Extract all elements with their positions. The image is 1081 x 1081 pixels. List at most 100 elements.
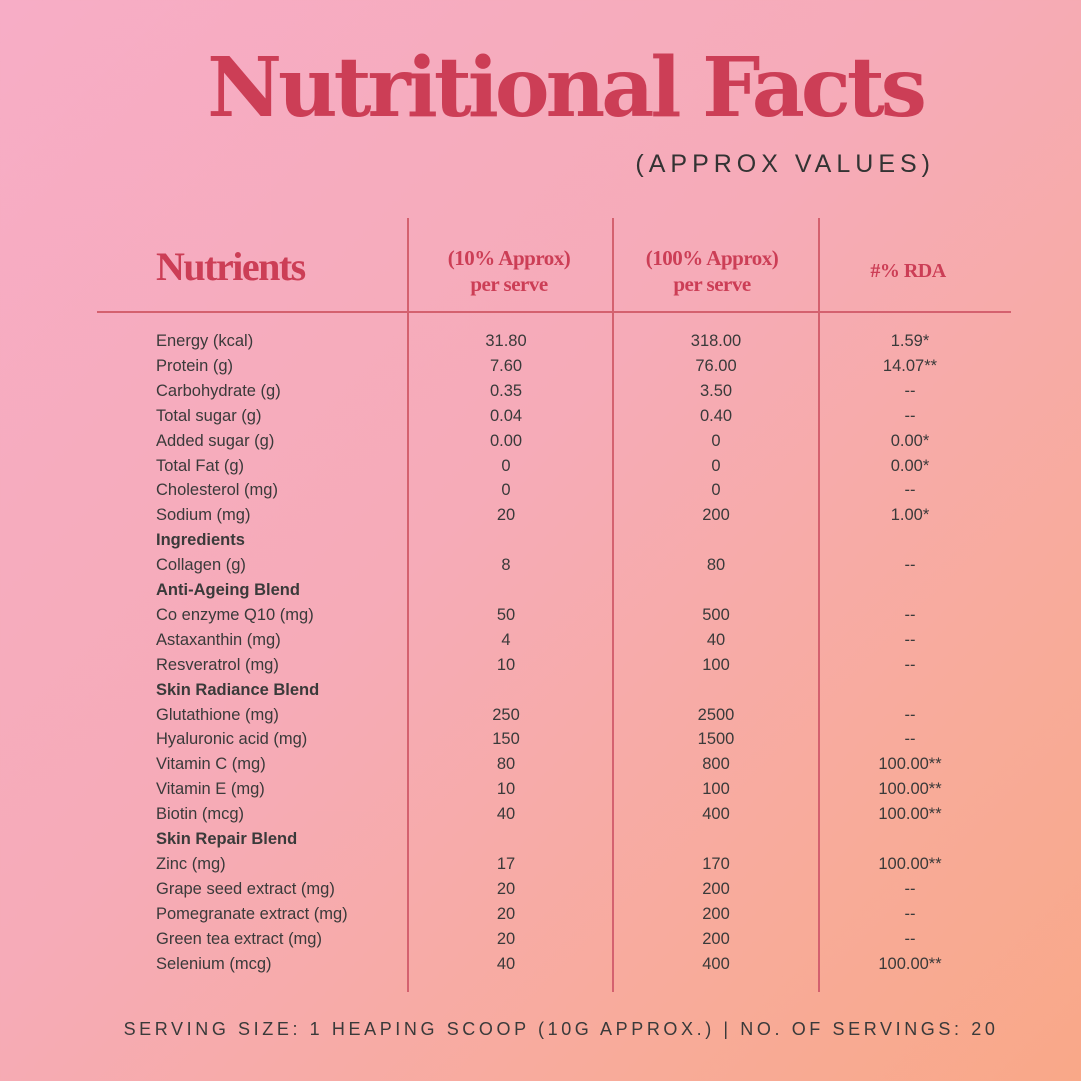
table-row: Vitamin E (mg) 10 100 100.00** bbox=[0, 780, 1081, 805]
value-10-percent: 0.35 bbox=[489, 381, 523, 400]
nutrient-name: Glutathione (mg) bbox=[156, 705, 279, 724]
value-100-percent: 800 bbox=[702, 755, 730, 774]
value-10-percent: 20 bbox=[496, 506, 516, 525]
nutrient-name: Added sugar (g) bbox=[156, 431, 275, 450]
header-nutrients: Nutrients bbox=[156, 244, 306, 289]
value-100-percent: 500 bbox=[702, 605, 730, 624]
table-row: Vitamin C (mg) 80 800 100.00** bbox=[0, 755, 1081, 780]
nutrient-name: Anti-Ageing Blend bbox=[156, 581, 300, 599]
nutrient-name: Energy (kcal) bbox=[156, 332, 254, 350]
value-10-percent: 250 bbox=[492, 705, 520, 724]
value-10-percent: 10 bbox=[496, 780, 516, 799]
value-10-percent: 7.60 bbox=[489, 356, 523, 375]
rda-value: -- bbox=[904, 879, 916, 898]
nutrient-name: Grape seed extract (mg) bbox=[156, 879, 335, 898]
rda-value: 14.07** bbox=[882, 356, 938, 375]
value-100-percent: 2500 bbox=[697, 705, 735, 724]
nutrient-name: Total Fat (g) bbox=[156, 456, 245, 475]
table-row: Glutathione (mg) 250 2500 -- bbox=[0, 706, 1081, 731]
rda-value: 100.00** bbox=[878, 755, 942, 774]
table-row: Cholesterol (mg) 0 0 -- bbox=[0, 481, 1081, 506]
nutrient-name: Cholesterol (mg) bbox=[156, 481, 278, 500]
table-row: Energy (kcal) 31.80 318.00 1.59* bbox=[0, 332, 1081, 357]
rda-value: -- bbox=[904, 705, 916, 724]
value-10-percent: 20 bbox=[496, 879, 516, 898]
rda-value: -- bbox=[904, 655, 916, 674]
nutrient-name: Resveratrol (mg) bbox=[156, 655, 279, 674]
nutrient-name: Vitamin C (mg) bbox=[156, 755, 266, 774]
value-10-percent: 80 bbox=[496, 755, 516, 774]
rda-value: -- bbox=[904, 605, 916, 624]
page-subtitle: (APPROX VALUES) bbox=[635, 150, 935, 178]
value-10-percent: 0 bbox=[501, 481, 511, 500]
table-row: Zinc (mg) 17 170 100.00** bbox=[0, 855, 1081, 880]
section-heading-row: Skin Radiance Blend bbox=[0, 681, 1081, 706]
value-100-percent: 100 bbox=[702, 780, 730, 799]
value-100-percent: 200 bbox=[702, 506, 730, 525]
table-row: Carbohydrate (g) 0.35 3.50 -- bbox=[0, 382, 1081, 407]
table-row: Green tea extract (mg) 20 200 -- bbox=[0, 930, 1081, 955]
value-100-percent: 400 bbox=[702, 954, 730, 973]
rda-value: -- bbox=[904, 929, 916, 948]
table-row: Hyaluronic acid (mg) 150 1500 -- bbox=[0, 730, 1081, 755]
nutrient-name: Protein (g) bbox=[156, 356, 234, 375]
value-100-percent: 318.00 bbox=[690, 332, 742, 350]
value-100-percent: 170 bbox=[702, 854, 730, 873]
nutrient-name: Skin Repair Blend bbox=[156, 830, 298, 848]
rda-value: -- bbox=[904, 481, 916, 500]
rda-value: 100.00** bbox=[878, 805, 942, 824]
header-rda: #% RDA bbox=[870, 260, 946, 282]
value-10-percent: 8 bbox=[501, 556, 511, 575]
nutrient-name: Total sugar (g) bbox=[156, 406, 262, 425]
value-100-percent: 80 bbox=[706, 556, 726, 575]
value-100-percent: 0.40 bbox=[699, 406, 733, 425]
column-divider bbox=[818, 218, 820, 992]
table-row: Total sugar (g) 0.04 0.40 -- bbox=[0, 407, 1081, 432]
column-divider bbox=[612, 218, 614, 992]
value-100-percent: 0 bbox=[711, 456, 721, 475]
nutrient-name: Co enzyme Q10 (mg) bbox=[156, 605, 314, 624]
value-100-percent: 76.00 bbox=[695, 356, 737, 375]
nutrient-name: Green tea extract (mg) bbox=[156, 929, 322, 948]
rda-value: -- bbox=[904, 904, 916, 923]
header-divider bbox=[97, 311, 1011, 313]
rda-value: -- bbox=[904, 556, 916, 575]
table-row: Selenium (mcg) 40 400 100.00** bbox=[0, 955, 1081, 980]
value-100-percent: 200 bbox=[702, 929, 730, 948]
value-100-percent: 100 bbox=[702, 655, 730, 674]
nutrient-name: Carbohydrate (g) bbox=[156, 381, 281, 400]
rda-value: -- bbox=[904, 381, 916, 400]
header-line: (10% Approx) bbox=[447, 246, 571, 270]
value-100-percent: 1500 bbox=[697, 730, 735, 749]
value-100-percent: 40 bbox=[706, 630, 726, 649]
rda-value: 0.00* bbox=[890, 456, 930, 475]
header-per-serve-100: (100% Approx) per serve bbox=[612, 245, 812, 297]
rda-value: -- bbox=[904, 630, 916, 649]
nutrient-name: Hyaluronic acid (mg) bbox=[156, 730, 308, 749]
table-row: Sodium (mg) 20 200 1.00* bbox=[0, 506, 1081, 531]
value-10-percent: 150 bbox=[492, 730, 520, 749]
rda-value: 1.00* bbox=[890, 506, 930, 525]
rda-value: 100.00** bbox=[878, 954, 942, 973]
table-row: Total Fat (g) 0 0 0.00* bbox=[0, 457, 1081, 482]
rda-value: 100.00** bbox=[878, 854, 942, 873]
section-heading-row: Skin Repair Blend bbox=[0, 830, 1081, 855]
rda-value: -- bbox=[904, 730, 916, 749]
nutrient-name: Collagen (g) bbox=[156, 556, 246, 575]
nutrient-name: Skin Radiance Blend bbox=[156, 680, 320, 699]
value-10-percent: 50 bbox=[496, 605, 516, 624]
table-row: Astaxanthin (mg) 4 40 -- bbox=[0, 631, 1081, 656]
nutrient-name: Vitamin E (mg) bbox=[156, 780, 265, 799]
nutrient-name: Astaxanthin (mg) bbox=[156, 630, 281, 649]
rda-value: 100.00** bbox=[878, 780, 942, 799]
table-row: Pomegranate extract (mg) 20 200 -- bbox=[0, 905, 1081, 930]
value-10-percent: 0.04 bbox=[489, 406, 523, 425]
nutrient-name: Pomegranate extract (mg) bbox=[156, 904, 348, 923]
value-10-percent: 31.80 bbox=[485, 332, 527, 350]
value-10-percent: 20 bbox=[496, 904, 516, 923]
nutrient-name: Sodium (mg) bbox=[156, 506, 251, 525]
value-10-percent: 40 bbox=[496, 954, 516, 973]
nutrient-name: Zinc (mg) bbox=[156, 854, 226, 873]
table-row: Co enzyme Q10 (mg) 50 500 -- bbox=[0, 606, 1081, 631]
value-100-percent: 0 bbox=[711, 481, 721, 500]
